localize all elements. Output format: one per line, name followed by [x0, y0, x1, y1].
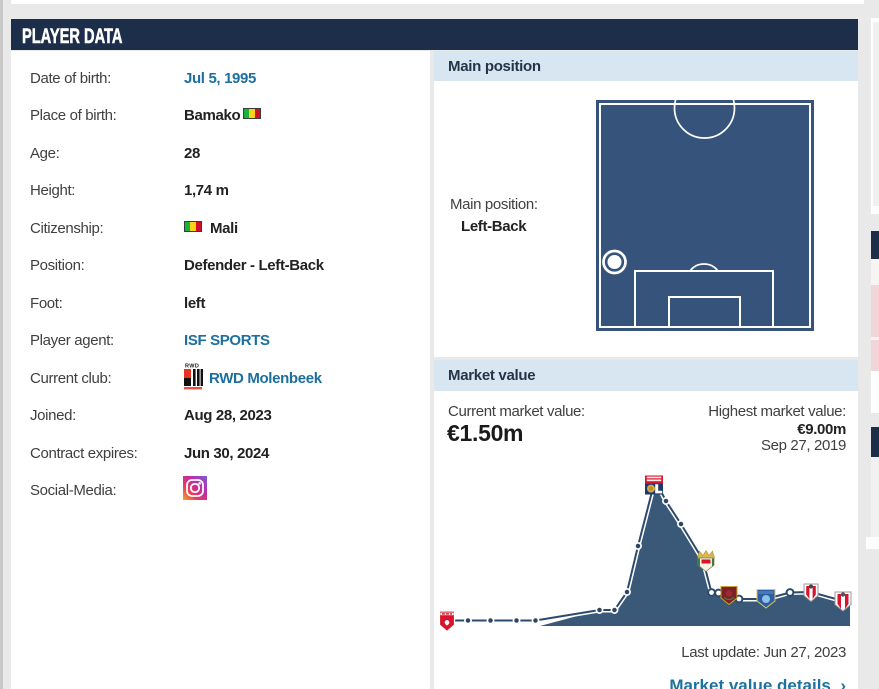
svg-text:RWD: RWD: [185, 364, 199, 370]
